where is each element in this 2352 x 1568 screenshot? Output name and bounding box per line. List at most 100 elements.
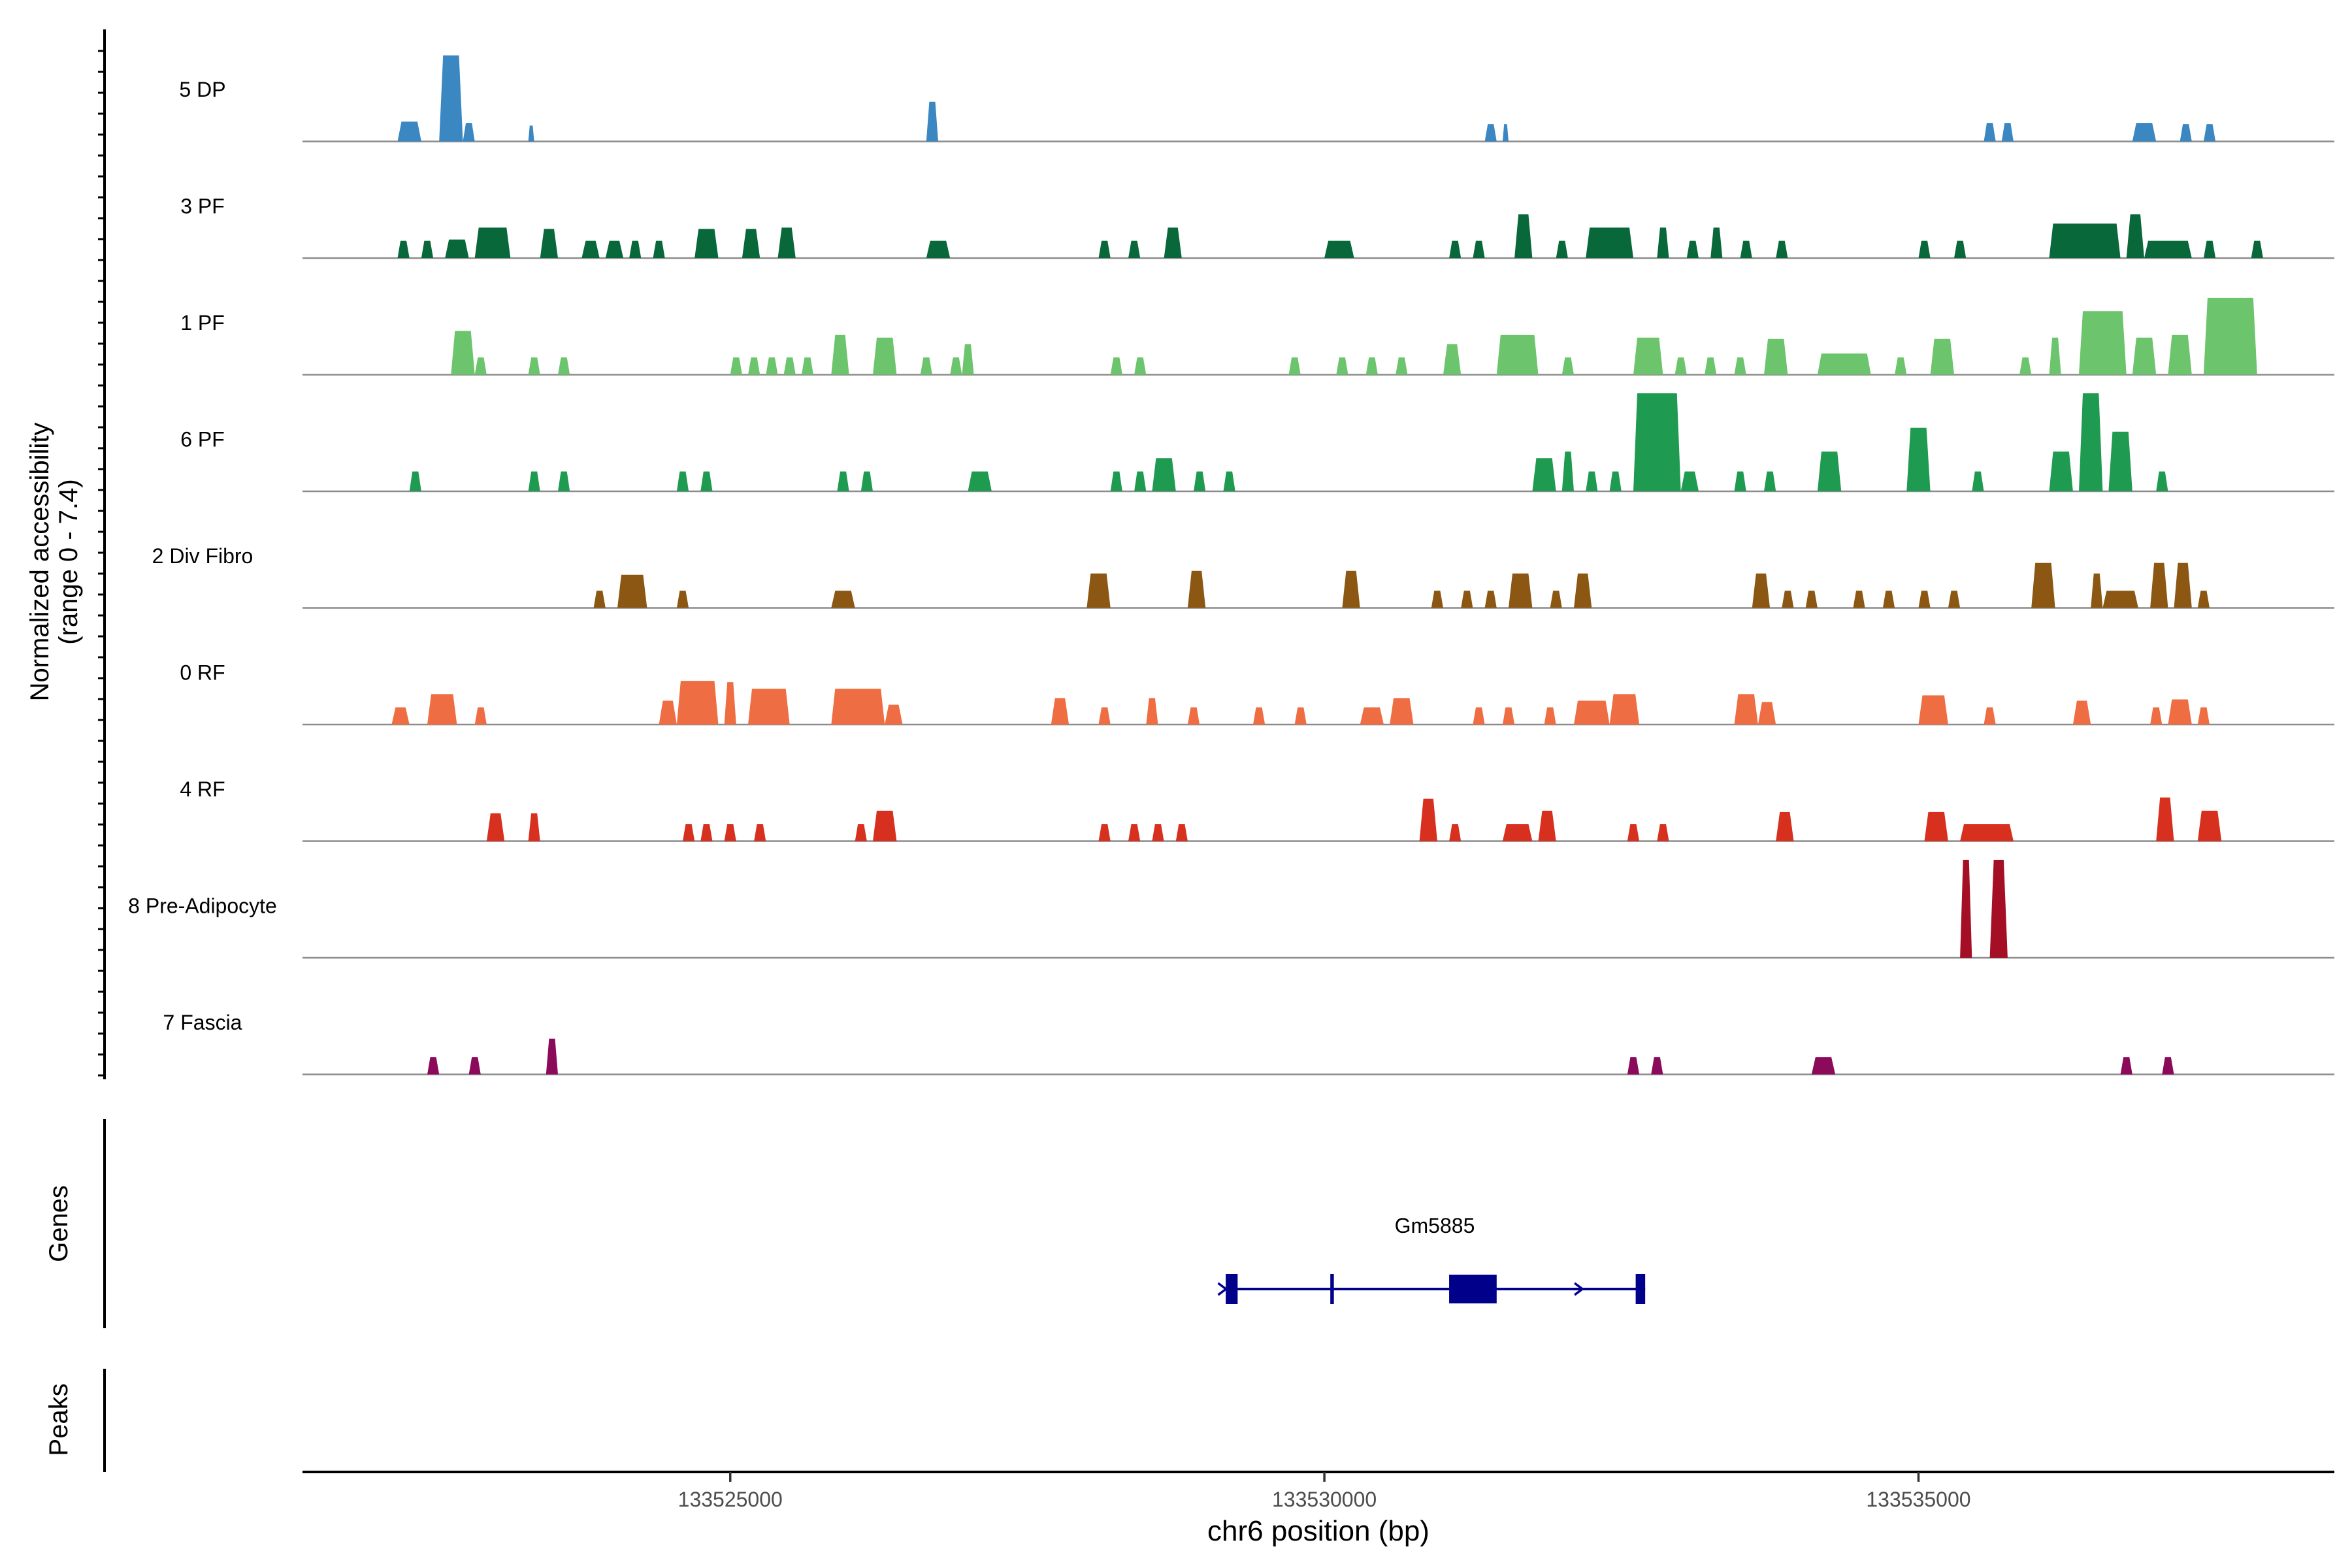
coverage-peak [1502, 707, 1515, 725]
coverage-peak [659, 700, 677, 725]
coverage-peak [2197, 591, 2210, 608]
coverage-peak [742, 229, 760, 258]
coverage-peak [445, 239, 469, 258]
coverage-peak [1051, 698, 1070, 725]
coverage-peak [617, 574, 647, 608]
coverage-peak [831, 591, 855, 608]
coverage-peak [1223, 471, 1235, 491]
coverage-peak [474, 707, 487, 725]
coverage-peak [1960, 860, 1972, 958]
coverage-peak [2072, 700, 2091, 725]
y-axis [98, 29, 106, 1079]
coverage-peak [1954, 240, 1967, 258]
coverage-peak [546, 1038, 558, 1075]
coverage-peak [1461, 591, 1473, 608]
coverage-peak [1757, 702, 1776, 725]
coverage-peak [1086, 573, 1111, 608]
coverage-peak [1734, 357, 1746, 375]
track-label: 2 Div Fibro [152, 544, 253, 568]
coverage-peak [1633, 393, 1681, 491]
coverage-peak [1502, 824, 1533, 841]
coverage-peak [2120, 1057, 2132, 1075]
coverage-peak [2091, 573, 2103, 608]
coverage-peak [2049, 337, 2061, 375]
coverage-peak [2203, 240, 2216, 258]
coverage-peak [1484, 124, 1497, 142]
coverage-peak [1538, 810, 1556, 841]
coverage-peak [2031, 563, 2055, 608]
coverage-peak [2079, 311, 2127, 375]
track-0-rf: 0 RF [180, 661, 2334, 726]
gene-strand-arrow [1217, 1282, 1228, 1296]
track-label: 8 Pre-Adipocyte [128, 894, 277, 918]
coverage-peak [1989, 860, 2008, 958]
x-tick-label: 133535000 [1866, 1488, 1970, 1511]
coverage-peak [427, 694, 457, 725]
genes-panel-label: Genes [44, 1185, 73, 1262]
coverage-peak [831, 335, 849, 375]
coverage-peak [754, 824, 766, 841]
coverage-peak [2162, 1057, 2174, 1075]
coverage-peak [1710, 227, 1723, 258]
coverage-peak [1449, 240, 1462, 258]
coverage-peak [1253, 707, 1266, 725]
coverage-peak [2156, 797, 2174, 841]
coverage-peak [1740, 240, 1752, 258]
coverage-peak [2150, 563, 2168, 608]
coverage-peak [676, 471, 689, 491]
coverage-peak [783, 357, 796, 375]
coverage-peak [593, 591, 606, 608]
coverage-peak [1764, 471, 1776, 491]
coverage-peak [1984, 123, 1996, 142]
coverage-peak [1324, 240, 1354, 258]
coverage-peak [1396, 357, 1408, 375]
gene-exon [1330, 1274, 1334, 1304]
coverage-peak [1817, 353, 1871, 375]
coverage-peak [1532, 458, 1556, 491]
coverage-peak [2174, 563, 2192, 608]
coverage-peak [528, 813, 540, 841]
coverage-peak [1776, 240, 1788, 258]
coverage-peak [1484, 591, 1497, 608]
coverage-peak [1651, 1057, 1663, 1075]
coverage-peak [700, 471, 713, 491]
coverage-peak [860, 471, 873, 491]
track-4-rf: 4 RF [180, 777, 2334, 842]
coverage-peak [766, 357, 778, 375]
gene-exon [1226, 1274, 1238, 1304]
coverage-peak [1502, 124, 1509, 142]
coverage-peak [1674, 357, 1687, 375]
coverage-peak [1556, 240, 1568, 258]
coverage-peak [683, 824, 695, 841]
gene-track [1217, 1274, 1646, 1304]
gene-strand-arrow [1574, 1282, 1585, 1296]
coverage-peak [1449, 824, 1462, 841]
coverage-peak [1705, 357, 1717, 375]
track-label: 3 PF [180, 195, 225, 218]
coverage-peak [1431, 591, 1443, 608]
coverage-peak [920, 357, 932, 375]
coverage-peak [1817, 451, 1842, 491]
y-axis-label: Normalized accessibility [25, 423, 54, 702]
coverage-peak [1924, 811, 1948, 841]
coverage-peak [1984, 707, 1996, 725]
coverage-peak [2126, 214, 2144, 258]
coverage-peak [873, 810, 897, 841]
coverage-peak [1609, 694, 1640, 725]
coverage-peak [1288, 357, 1301, 375]
coverage-peak [730, 357, 742, 375]
coverage-peak [1110, 357, 1122, 375]
coverage-peak [2144, 240, 2192, 258]
x-axis-ticks: 133525000 133530000 133535000 [678, 1472, 1971, 1511]
coverage-peak [1764, 338, 1788, 375]
coverage-peak [528, 125, 534, 142]
coverage-peak [2049, 223, 2121, 258]
coverage-peak [1574, 573, 1592, 608]
coverage-peak [1895, 357, 1907, 375]
coverage-peak [837, 471, 849, 491]
coverage-peak [439, 55, 463, 142]
track-1-pf: 1 PF [180, 297, 2334, 376]
coverage-peak [1187, 570, 1206, 608]
coverage-peak [2156, 471, 2168, 491]
coverage-peak [855, 824, 867, 841]
